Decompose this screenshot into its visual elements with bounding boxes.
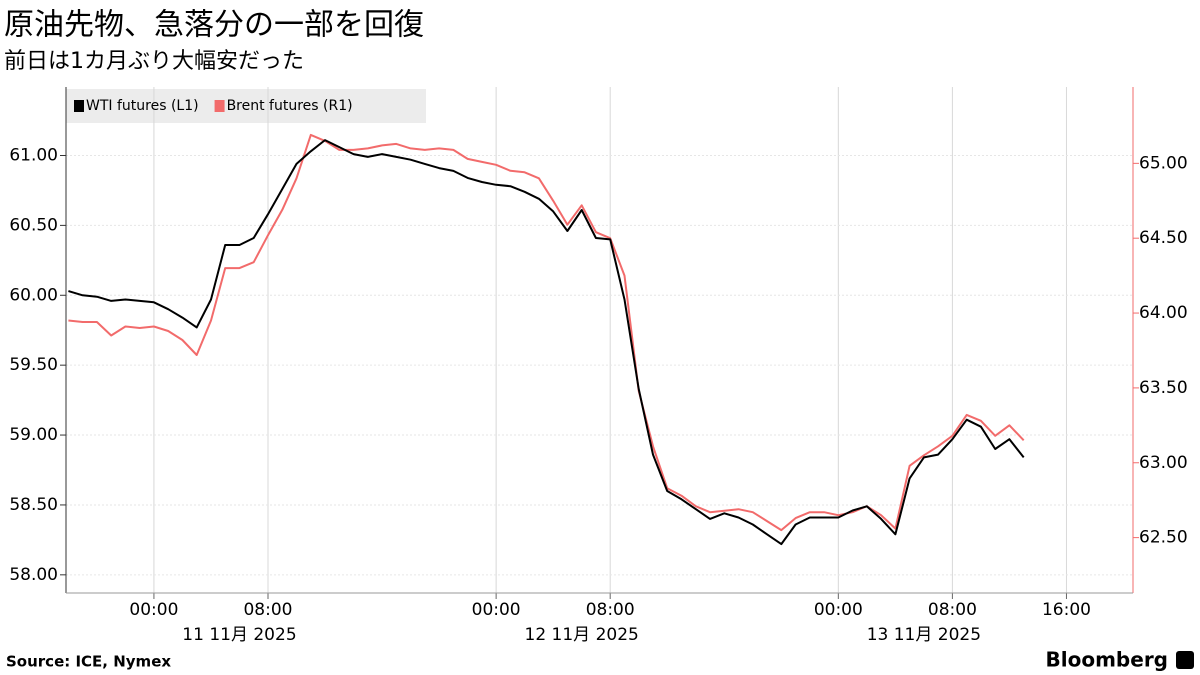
y2-tick-label: 63.50 — [1139, 378, 1188, 398]
brand: Bloomberg — [1046, 648, 1168, 672]
y-tick-label: 58.00 — [9, 565, 58, 585]
legend-box — [66, 89, 426, 123]
chart-title: 原油先物、急落分の一部を回復 — [4, 8, 424, 43]
y-tick-label: 60.00 — [9, 285, 58, 305]
line-series — [68, 139, 1025, 546]
brand-icon — [1176, 651, 1194, 669]
x-date-label: 13 11月 2025 — [867, 625, 981, 645]
line-series — [68, 133, 1025, 532]
y2-tick-label: 64.00 — [1139, 303, 1188, 323]
x-tick-label: 00:00 — [814, 600, 863, 620]
x-tick-label: 08:00 — [928, 600, 977, 620]
x-date-label: 11 11月 2025 — [182, 625, 296, 645]
y-tick-label: 59.50 — [9, 355, 58, 375]
y-tick-label: 61.00 — [9, 145, 58, 165]
x-tick-label: 00:00 — [129, 600, 178, 620]
y2-tick-label: 64.50 — [1139, 228, 1188, 248]
x-tick-label: 08:00 — [586, 600, 635, 620]
y-tick-label: 59.00 — [9, 425, 58, 445]
legend-swatch — [214, 100, 225, 112]
x-tick-label: 08:00 — [243, 600, 292, 620]
legend-label: WTI futures (L1) — [86, 98, 199, 114]
y2-tick-label: 62.50 — [1139, 528, 1188, 548]
x-tick-label: 16:00 — [1042, 600, 1091, 620]
x-date-label: 12 11月 2025 — [525, 625, 639, 645]
y-tick-label: 58.50 — [9, 495, 58, 515]
legend-swatch — [74, 100, 84, 112]
y-tick-label: 60.50 — [9, 215, 58, 235]
legend-label: Brent futures (R1) — [227, 98, 353, 114]
y2-tick-label: 63.00 — [1139, 453, 1188, 473]
x-tick-label: 00:00 — [472, 600, 521, 620]
source: Source: ICE, Nymex — [6, 653, 171, 671]
y2-tick-label: 65.00 — [1139, 153, 1188, 173]
chart-subtitle: 前日は1カ月ぶり大幅安だった — [4, 49, 304, 74]
